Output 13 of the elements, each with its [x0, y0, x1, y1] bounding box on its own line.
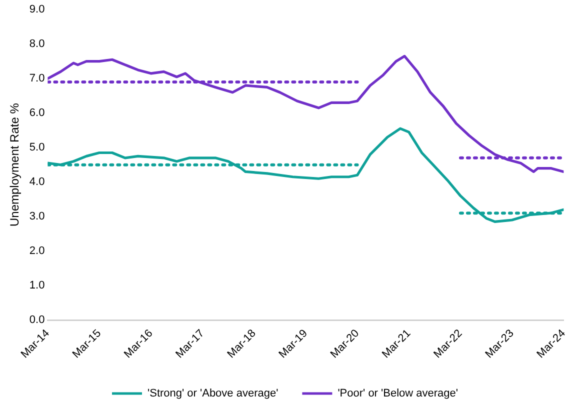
legend-label: 'Strong' or 'Above average': [148, 388, 278, 400]
y-tick-label: 3.0: [29, 210, 45, 223]
legend-label: 'Poor' or 'Below average': [338, 388, 458, 400]
y-axis-title: Unemployment Rate %: [8, 102, 22, 227]
y-tick-label: 2.0: [29, 245, 45, 258]
y-tick-label: 5.0: [29, 142, 45, 154]
y-tick-label: 8.0: [29, 38, 45, 50]
y-tick-label: 7.0: [29, 72, 45, 85]
y-tick-label: 6.0: [29, 107, 45, 120]
y-tick-label: 0.0: [29, 314, 45, 326]
y-tick-label: 1.0: [29, 280, 45, 292]
y-tick-label: 9.0: [29, 4, 45, 16]
y-tick-label: 4.0: [29, 176, 45, 188]
